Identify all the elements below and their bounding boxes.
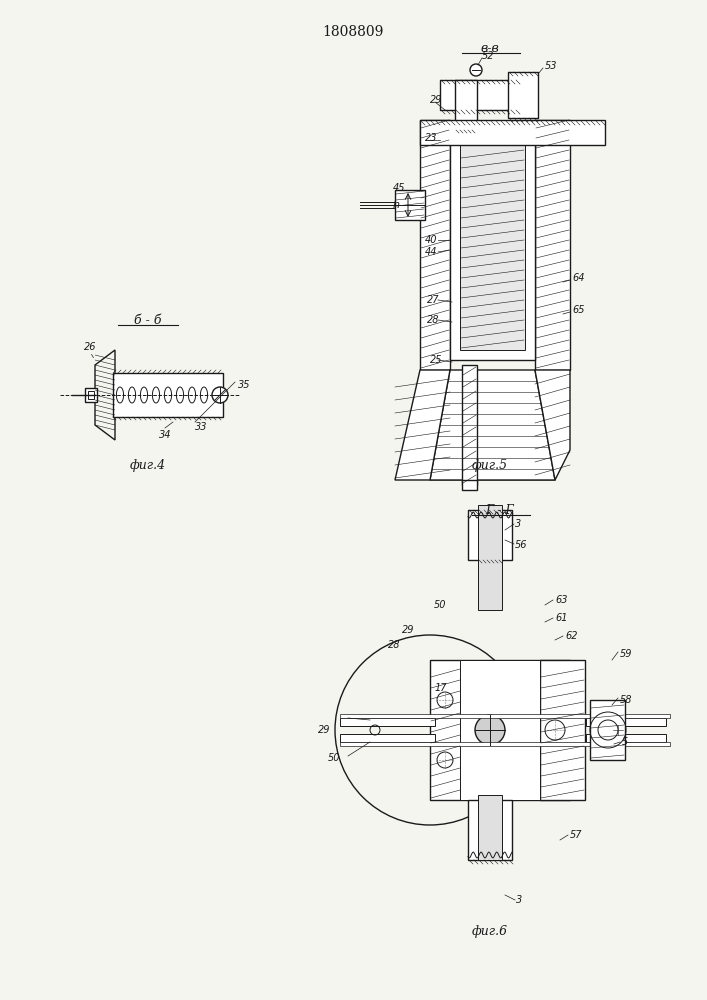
Text: 28: 28 bbox=[388, 640, 400, 650]
Bar bbox=[586, 734, 666, 742]
Bar bbox=[535, 120, 570, 370]
Text: 52: 52 bbox=[482, 51, 494, 61]
Text: 35: 35 bbox=[238, 380, 250, 390]
Text: 3: 3 bbox=[516, 895, 522, 905]
Text: 29: 29 bbox=[430, 95, 443, 105]
Text: 62: 62 bbox=[565, 631, 578, 641]
Text: в-в: в-в bbox=[481, 41, 499, 54]
Text: б - б: б - б bbox=[134, 314, 162, 326]
Text: h: h bbox=[393, 200, 400, 210]
Bar bbox=[468, 510, 512, 560]
Text: 26: 26 bbox=[83, 342, 96, 352]
Circle shape bbox=[470, 64, 482, 76]
Text: 23: 23 bbox=[425, 133, 438, 143]
Text: 65: 65 bbox=[572, 305, 585, 315]
Text: 28: 28 bbox=[427, 315, 440, 325]
Circle shape bbox=[212, 387, 228, 403]
Text: 50: 50 bbox=[327, 753, 340, 763]
Text: 40: 40 bbox=[425, 235, 438, 245]
Bar bbox=[590, 700, 625, 760]
Text: 25: 25 bbox=[430, 355, 443, 365]
Text: 59: 59 bbox=[620, 649, 633, 659]
Text: 3: 3 bbox=[515, 519, 521, 529]
Text: фиг.6: фиг.6 bbox=[472, 926, 508, 938]
Text: 53: 53 bbox=[545, 61, 558, 71]
Polygon shape bbox=[395, 370, 450, 480]
Text: 29: 29 bbox=[402, 625, 414, 635]
Text: 44: 44 bbox=[425, 247, 438, 257]
Text: 57: 57 bbox=[570, 830, 583, 840]
Text: 64: 64 bbox=[572, 273, 585, 283]
Text: 45: 45 bbox=[393, 183, 406, 193]
Bar bbox=[420, 120, 605, 145]
Bar bbox=[430, 660, 570, 800]
Bar bbox=[462, 480, 477, 490]
Text: 50: 50 bbox=[434, 600, 446, 610]
Circle shape bbox=[475, 715, 505, 745]
Bar bbox=[113, 373, 223, 417]
Text: 17: 17 bbox=[435, 683, 448, 693]
Bar bbox=[462, 365, 477, 485]
Text: Г - Г: Г - Г bbox=[486, 504, 515, 516]
Text: 34: 34 bbox=[159, 430, 171, 440]
Text: 5: 5 bbox=[622, 737, 629, 747]
Bar bbox=[508, 72, 538, 118]
Bar bbox=[468, 800, 512, 860]
Text: 58: 58 bbox=[620, 695, 633, 705]
Text: 27: 27 bbox=[427, 295, 440, 305]
Text: 1808809: 1808809 bbox=[322, 25, 384, 39]
Bar bbox=[420, 120, 450, 370]
Bar bbox=[460, 140, 525, 350]
Bar bbox=[395, 190, 425, 220]
Text: 61: 61 bbox=[555, 613, 568, 623]
Bar bbox=[540, 660, 585, 800]
Bar bbox=[586, 718, 666, 726]
Bar bbox=[340, 742, 670, 746]
Text: фиг.4: фиг.4 bbox=[130, 458, 166, 472]
Bar bbox=[440, 80, 520, 110]
Polygon shape bbox=[430, 370, 555, 480]
Text: 56: 56 bbox=[515, 540, 527, 550]
Bar bbox=[85, 388, 97, 402]
Bar bbox=[340, 714, 670, 718]
Bar bbox=[478, 505, 502, 610]
Text: фиг.5: фиг.5 bbox=[472, 458, 508, 472]
Bar bbox=[460, 660, 540, 800]
Bar bbox=[478, 795, 502, 860]
Bar bbox=[340, 734, 435, 742]
Bar bbox=[340, 718, 435, 726]
Text: 29: 29 bbox=[317, 725, 330, 735]
Bar bbox=[450, 130, 535, 360]
Bar bbox=[455, 80, 477, 180]
Polygon shape bbox=[535, 370, 570, 480]
Text: 33: 33 bbox=[195, 422, 207, 432]
Text: 63: 63 bbox=[555, 595, 568, 605]
Bar bbox=[88, 391, 94, 399]
